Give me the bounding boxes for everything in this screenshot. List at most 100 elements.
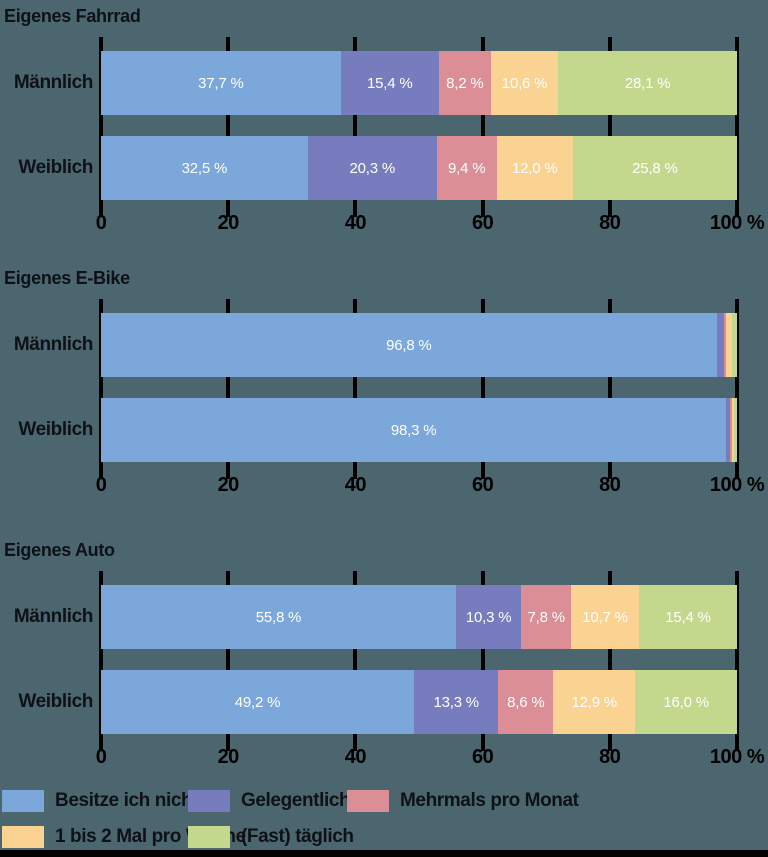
gridline-80 bbox=[607, 37, 612, 217]
bar-segment: 12,9 % bbox=[553, 670, 636, 734]
axis-tick-label: 40 bbox=[344, 212, 367, 234]
bar-row: 37,7 % 15,4 % 8,2 % 10,6 % 28,1 % bbox=[101, 51, 737, 115]
bar-segment bbox=[716, 313, 725, 377]
bar-segment bbox=[731, 313, 737, 377]
bar-segment: 25,8 % bbox=[572, 136, 737, 200]
axis-tick-label: 0 bbox=[95, 746, 107, 768]
bar-segment-value: 8,2 % bbox=[446, 74, 484, 92]
bar-segment: 10,7 % bbox=[570, 585, 640, 649]
legend-label: Mehrmals pro Monat bbox=[400, 790, 579, 811]
bar-segment bbox=[731, 398, 735, 462]
section-eigenes-fahrrad: Eigenes Fahrrad Männlich 37,7 % 15,4 % 8,2 … bbox=[0, 6, 768, 242]
bar-segment-value: 12,9 % bbox=[571, 693, 617, 711]
category-label: Weiblich bbox=[18, 157, 93, 178]
gridline-60 bbox=[480, 299, 485, 479]
legend-swatch-icon bbox=[2, 826, 44, 848]
gridline-40 bbox=[353, 37, 358, 217]
bar-segment-value: 96,8 % bbox=[386, 336, 432, 354]
bar-segment: 32,5 % bbox=[101, 136, 308, 200]
gridline-0 bbox=[99, 299, 103, 479]
section-title-ebike: Eigenes E-Bike bbox=[4, 268, 130, 288]
axis-tick-label: 0 bbox=[95, 212, 107, 234]
x-axis-labels: 0 20 40 60 80 100 % bbox=[96, 746, 765, 774]
bar-segment-value: 12,0 % bbox=[511, 159, 558, 177]
bar-segment-value: 32,5 % bbox=[181, 159, 228, 177]
legend-swatch-icon bbox=[347, 790, 389, 812]
gridline-20 bbox=[226, 299, 231, 479]
bar-segment: 37,7 % bbox=[101, 51, 341, 115]
bar-row: 32,5 % 20,3 % 9,4 % 12,0 % 25,8 % bbox=[101, 136, 737, 200]
bar-segment-value: 10,7 % bbox=[582, 608, 628, 626]
axis-tick-label: 60 bbox=[471, 474, 494, 496]
gridline-100 bbox=[735, 571, 739, 751]
category-label: Männlich bbox=[13, 606, 94, 627]
axis-tick-label: 100 % bbox=[709, 746, 765, 768]
bar-segment bbox=[725, 313, 732, 377]
bar-segment-value: 10,3 % bbox=[465, 608, 512, 626]
gridline-40 bbox=[353, 571, 358, 751]
bar-row: 96,8 % bbox=[101, 313, 737, 377]
bar-segment-value: 98,3 % bbox=[390, 421, 437, 439]
gridline-40 bbox=[353, 299, 358, 479]
bar-row: 98,3 % bbox=[101, 398, 737, 462]
bar-segment-value: 10,6 % bbox=[501, 74, 548, 92]
category-label: Weiblich bbox=[18, 419, 93, 440]
plot-area-ebike: Männlich 96,8 % Weiblich 98,3 % 0 20 40 60 80 100… bbox=[0, 299, 768, 504]
gridline-20 bbox=[226, 571, 231, 751]
axis-tick-label: 40 bbox=[344, 474, 367, 496]
gridline-80 bbox=[607, 571, 612, 751]
axis-tick-label: 20 bbox=[217, 474, 240, 496]
legend-label: 1 bis 2 Mal pro Woche bbox=[55, 826, 246, 847]
bar-segment: 16,0 % bbox=[635, 670, 737, 734]
bar-segment: 55,8 % bbox=[101, 585, 456, 649]
gridline-80 bbox=[607, 299, 612, 479]
bar-segment-value: 20,3 % bbox=[349, 159, 395, 177]
bar-segment: 49,2 % bbox=[101, 670, 414, 734]
axis-tick-label: 60 bbox=[471, 212, 494, 234]
gridlines bbox=[99, 299, 739, 479]
bar-segment-value: 28,1 % bbox=[624, 74, 671, 92]
gridline-100 bbox=[735, 299, 739, 479]
gridline-100 bbox=[735, 37, 739, 217]
bar-segment: 12,0 % bbox=[496, 136, 573, 200]
category-label: Weiblich bbox=[18, 691, 93, 712]
bar-segment: 13,3 % bbox=[413, 670, 499, 734]
axis-tick-label: 100 % bbox=[709, 474, 765, 496]
bar-segment: 9,4 % bbox=[436, 136, 497, 200]
bar-segment-value: 37,7 % bbox=[198, 74, 244, 92]
bar-row: 55,8 % 10,3 % 7,8 % 10,7 % 15,4 % bbox=[101, 585, 737, 649]
legend-swatch-icon bbox=[188, 826, 230, 848]
section-title-fahrrad: Eigenes Fahrrad bbox=[4, 6, 141, 26]
plot-area-auto: Männlich 55,8 % 10,3 % 7,8 % 10,7 % 15,4 % Wei… bbox=[0, 571, 768, 776]
bar-segment: 8,6 % bbox=[498, 670, 554, 734]
axis-tick-label: 80 bbox=[599, 746, 621, 768]
gridlines bbox=[99, 571, 739, 751]
bar-segment-value: 55,8 % bbox=[255, 608, 302, 626]
bar-segment-value: 8,6 % bbox=[507, 693, 545, 711]
bar-segment: 10,3 % bbox=[455, 585, 522, 649]
axis-tick-label: 40 bbox=[344, 746, 367, 768]
legend-item: Mehrmals pro Monat bbox=[347, 790, 579, 812]
plot-area-fahrrad: Männlich 37,7 % 15,4 % 8,2 % 10,6 % 28,1 % Wei… bbox=[0, 37, 768, 242]
bar-segment-value: 25,8 % bbox=[632, 159, 678, 177]
gridline-20 bbox=[226, 37, 231, 217]
gridline-60 bbox=[480, 37, 485, 217]
x-axis-labels: 0 20 40 60 80 100 % bbox=[96, 212, 765, 240]
axis-tick-label: 0 bbox=[95, 474, 107, 496]
bar-segment-value: 49,2 % bbox=[234, 693, 281, 711]
axis-tick-label: 60 bbox=[471, 746, 494, 768]
bar-segment: 20,3 % bbox=[307, 136, 437, 200]
bar-segment-value: 7,8 % bbox=[527, 608, 565, 626]
bar-segment: 15,4 % bbox=[340, 51, 439, 115]
legend-item: 1 bis 2 Mal pro Woche bbox=[2, 826, 246, 848]
bar-segment-value: 9,4 % bbox=[447, 159, 486, 177]
legend-label: (Fast) täglich bbox=[241, 826, 354, 847]
bar-segment: 96,8 % bbox=[101, 313, 717, 377]
bar-segment bbox=[724, 313, 726, 377]
bar-segment: 8,2 % bbox=[438, 51, 491, 115]
legend-item: Besitze ich nicht bbox=[2, 790, 199, 812]
bar-segment-value: 16,0 % bbox=[663, 693, 709, 711]
bar-segment: 28,1 % bbox=[558, 51, 737, 115]
bar-segment: 98,3 % bbox=[101, 398, 727, 462]
